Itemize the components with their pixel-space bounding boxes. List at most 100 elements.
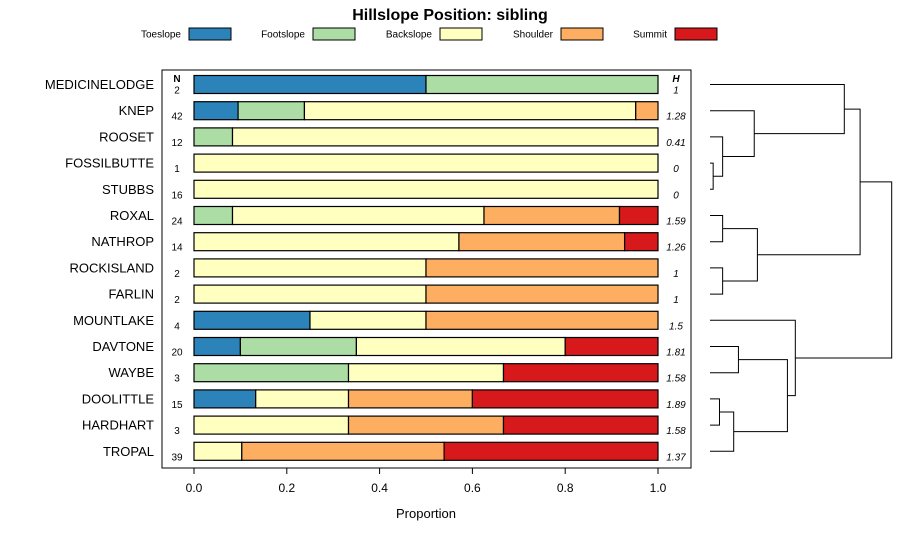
n-value: 1 <box>174 164 180 175</box>
category-label: ROCKISLAND <box>69 260 154 275</box>
n-value: 2 <box>174 269 180 280</box>
legend: Toeslope Footslope Backslope Shoulder Summit <box>141 27 718 41</box>
bar-segment-backslope <box>193 284 427 304</box>
x-tick-label: 0.2 <box>278 481 295 495</box>
bar-row: DAVTONE 20 1.81 <box>92 336 686 359</box>
h-value: 1.58 <box>666 426 686 437</box>
x-tick-label: 1.0 <box>650 481 667 495</box>
bar-segment-footslope <box>193 127 234 147</box>
bar-segment-shoulder <box>425 310 659 330</box>
bar-segment-shoulder <box>635 101 659 121</box>
bar-row: MEDICINELODGE 2 1 <box>45 74 679 97</box>
n-value: 3 <box>174 426 180 437</box>
legend-label-summit: Summit <box>633 30 667 41</box>
category-label: MOUNTLAKE <box>73 313 154 328</box>
legend-swatch-toeslope <box>188 27 232 41</box>
n-value: 42 <box>171 112 183 123</box>
h-value: 1.59 <box>666 217 686 228</box>
h-value: 1.89 <box>666 400 686 411</box>
h-column-header: H <box>672 74 680 85</box>
x-tick-label: 0.4 <box>371 481 388 495</box>
x-tick-label: 0.8 <box>557 481 574 495</box>
bar-row: HARDHART 3 1.58 <box>82 415 686 437</box>
x-axis-label: Proportion <box>396 506 456 521</box>
bar-segment-backslope <box>193 153 659 173</box>
h-value: 1 <box>673 295 679 306</box>
bar-segment-summit <box>502 363 659 383</box>
bar-segment-backslope <box>303 101 637 121</box>
dendrogram-link <box>710 319 796 397</box>
x-tick-label: 0.6 <box>464 481 481 495</box>
bar-segment-footslope <box>239 336 357 357</box>
h-value: 1.37 <box>666 452 686 463</box>
bar-segment-summit <box>502 415 659 435</box>
dendrogram-link <box>733 359 788 433</box>
bar-segment-shoulder <box>483 205 621 226</box>
category-label: WAYBE <box>108 365 154 380</box>
h-value: 1.26 <box>666 243 686 254</box>
dendrogram-link <box>710 411 735 452</box>
bar-segment-summit <box>618 205 659 226</box>
dendrogram-link <box>710 110 755 158</box>
bar-segment-footslope <box>193 363 350 383</box>
bar-segment-backslope <box>231 127 659 147</box>
bar-segment-toeslope <box>193 74 427 95</box>
dendrogram <box>710 84 893 452</box>
n-value: 2 <box>174 295 180 306</box>
bar-segment-shoulder <box>347 415 505 435</box>
category-label: STUBBS <box>102 182 154 197</box>
bar-row: ROXAL 24 1.59 <box>110 205 686 228</box>
bar-segment-shoulder <box>241 441 445 461</box>
n-value: 16 <box>171 190 183 201</box>
bar-segment-toeslope <box>193 336 242 357</box>
bar-segment-summit <box>623 232 659 252</box>
category-label: ROXAL <box>110 208 154 223</box>
bar-segment-shoulder <box>458 232 626 252</box>
bar-segment-footslope <box>237 101 306 121</box>
x-tick-label: 0.0 <box>186 481 203 495</box>
plot-frame <box>161 69 692 469</box>
n-value: 14 <box>171 243 183 254</box>
bar-row: FARLIN 2 1 <box>108 284 679 306</box>
n-value: 39 <box>171 452 183 463</box>
h-value: 0.41 <box>666 138 685 149</box>
bar-segment-backslope <box>355 336 566 357</box>
bar-row: FOSSILBUTTE 1 0 <box>65 153 679 175</box>
h-value: 1.58 <box>666 374 686 385</box>
n-value: 20 <box>171 348 183 359</box>
chart-title: Hillslope Position: sibling <box>352 7 548 24</box>
legend-swatch-summit <box>674 27 718 41</box>
dendrogram-link <box>710 346 739 374</box>
n-value: 4 <box>174 321 180 332</box>
bar-row: MOUNTLAKE 4 1.5 <box>73 310 683 332</box>
bar-segment-backslope <box>193 179 659 199</box>
category-label: NATHROP <box>91 234 154 249</box>
category-label: FOSSILBUTTE <box>65 156 154 171</box>
bar-segment-backslope <box>231 205 485 226</box>
h-value: 0 <box>673 164 679 175</box>
category-label: HARDHART <box>82 418 154 433</box>
dendrogram-link <box>710 398 720 426</box>
n-value: 12 <box>171 138 183 149</box>
bar-segment-backslope <box>309 310 427 330</box>
legend-label-toeslope: Toeslope <box>141 30 181 41</box>
bar-row: WAYBE 3 1.58 <box>108 363 686 385</box>
bar-segment-backslope <box>193 441 243 461</box>
bar-segment-backslope <box>255 389 350 409</box>
bar-segment-backslope <box>193 258 427 278</box>
dendrogram-link <box>710 162 714 190</box>
dendrogram-link <box>722 228 758 282</box>
dendrogram-link <box>710 267 724 295</box>
legend-label-shoulder: Shoulder <box>513 30 554 41</box>
bar-segment-footslope <box>193 205 234 226</box>
bar-segment-footslope <box>425 74 659 95</box>
bar-segment-summit <box>564 336 659 357</box>
bar-segment-toeslope <box>193 310 311 330</box>
bar-segment-toeslope <box>193 389 257 409</box>
dendrogram-link <box>710 136 724 177</box>
bar-segment-shoulder <box>347 389 473 409</box>
n-column-header: N <box>173 74 180 85</box>
x-axis: 0.0 0.2 0.4 0.6 0.8 1.0 <box>186 468 667 495</box>
legend-swatch-shoulder <box>560 27 604 41</box>
